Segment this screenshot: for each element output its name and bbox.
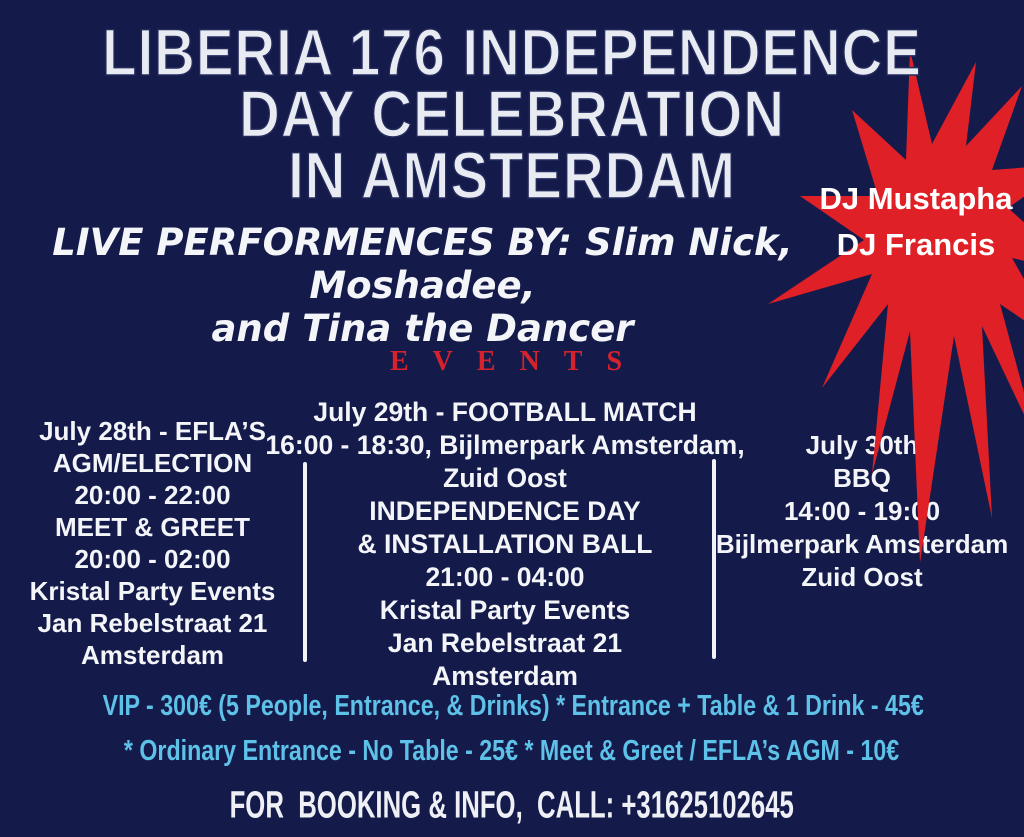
event-line: July 28th - EFLA’S: [39, 416, 266, 446]
event-line: Kristal Party Events: [379, 595, 631, 625]
title-line: LIBERIA 176 INDEPENDENCE: [102, 15, 922, 90]
booking-info: FOR BOOKING & INFO, CALL: +31625102645: [229, 783, 795, 826]
title-fill-layer: LIBERIA 176 INDEPENDENCE DAY CELEBRATION…: [31, 15, 994, 213]
event-line: Bijlmerpark Amsterdam: [715, 529, 1009, 559]
event-column-july-30: July 30th BBQ 14:00 - 19:00 Bijlmerpark …: [706, 429, 1018, 594]
performers-text: LIVE PERFORMENCES BY: Slim Nick, Moshade…: [0, 221, 845, 350]
event-column-july-28: July 28th - EFLA’S AGM/ELECTION 20:00 - …: [5, 415, 300, 671]
dj-badge: DJ Mustapha DJ Francis: [798, 176, 1024, 268]
pricing-line-vip: VIP - 300€ (5 People, Entrance, & Drinks…: [102, 690, 924, 722]
event-line: July 29th - FOOTBALL MATCH: [313, 397, 697, 427]
event-line: MEET & GREET: [54, 512, 250, 542]
starburst-icon: [768, 50, 1024, 563]
title-line: DAY CELEBRATION: [239, 77, 785, 151]
column-divider-left: [303, 462, 307, 662]
performers-line: LIVE PERFORMENCES BY: Slim Nick, Moshade…: [52, 221, 793, 307]
event-line: July 30th: [805, 430, 919, 460]
column-divider-right: [712, 459, 716, 659]
pricing-line-ordinary: * Ordinary Entrance - No Table - 25€ * M…: [124, 735, 900, 767]
event-line: INDEPENDENCE DAY: [369, 496, 641, 526]
event-line: 14:00 - 19:00: [783, 496, 941, 526]
event-column-july-29: July 29th - FOOTBALL MATCH 16:00 - 18:30…: [255, 396, 755, 693]
event-line: 21:00 - 04:00: [425, 562, 585, 592]
dj-badge-line: DJ Mustapha: [819, 181, 1013, 216]
event-line: Jan Rebelstraat 21: [387, 628, 623, 658]
title-line: IN AMSTERDAM: [288, 138, 736, 213]
event-line: AGM/ELECTION: [52, 448, 253, 478]
starburst-shape: [760, 46, 1024, 576]
dj-badge-line: DJ Francis: [836, 227, 996, 262]
event-line: 16:00 - 18:30, Bijlmerpark Amsterdam,: [265, 430, 745, 460]
event-line: Kristal Party Events: [29, 576, 276, 606]
page-title: LIBERIA 176 INDEPENDENCE DAY CELEBRATION…: [31, 15, 994, 213]
events-heading: EVENTS: [389, 346, 647, 377]
event-line: Zuid Oost: [801, 562, 923, 592]
performers-line: and Tina the Dancer: [211, 307, 634, 350]
event-line: 20:00 - 02:00: [74, 544, 231, 574]
event-line: 20:00 - 22:00: [74, 480, 231, 510]
title-inline-layer: LIBERIA 176 INDEPENDENCE DAY CELEBRATION…: [102, 15, 922, 213]
event-line: Amsterdam: [80, 640, 225, 670]
event-line: Zuid Oost: [443, 463, 567, 493]
event-line: BBQ: [833, 463, 891, 493]
event-line: Amsterdam: [432, 661, 578, 691]
event-line: Jan Rebelstraat 21: [37, 608, 268, 638]
event-line: & INSTALLATION BALL: [357, 529, 653, 559]
